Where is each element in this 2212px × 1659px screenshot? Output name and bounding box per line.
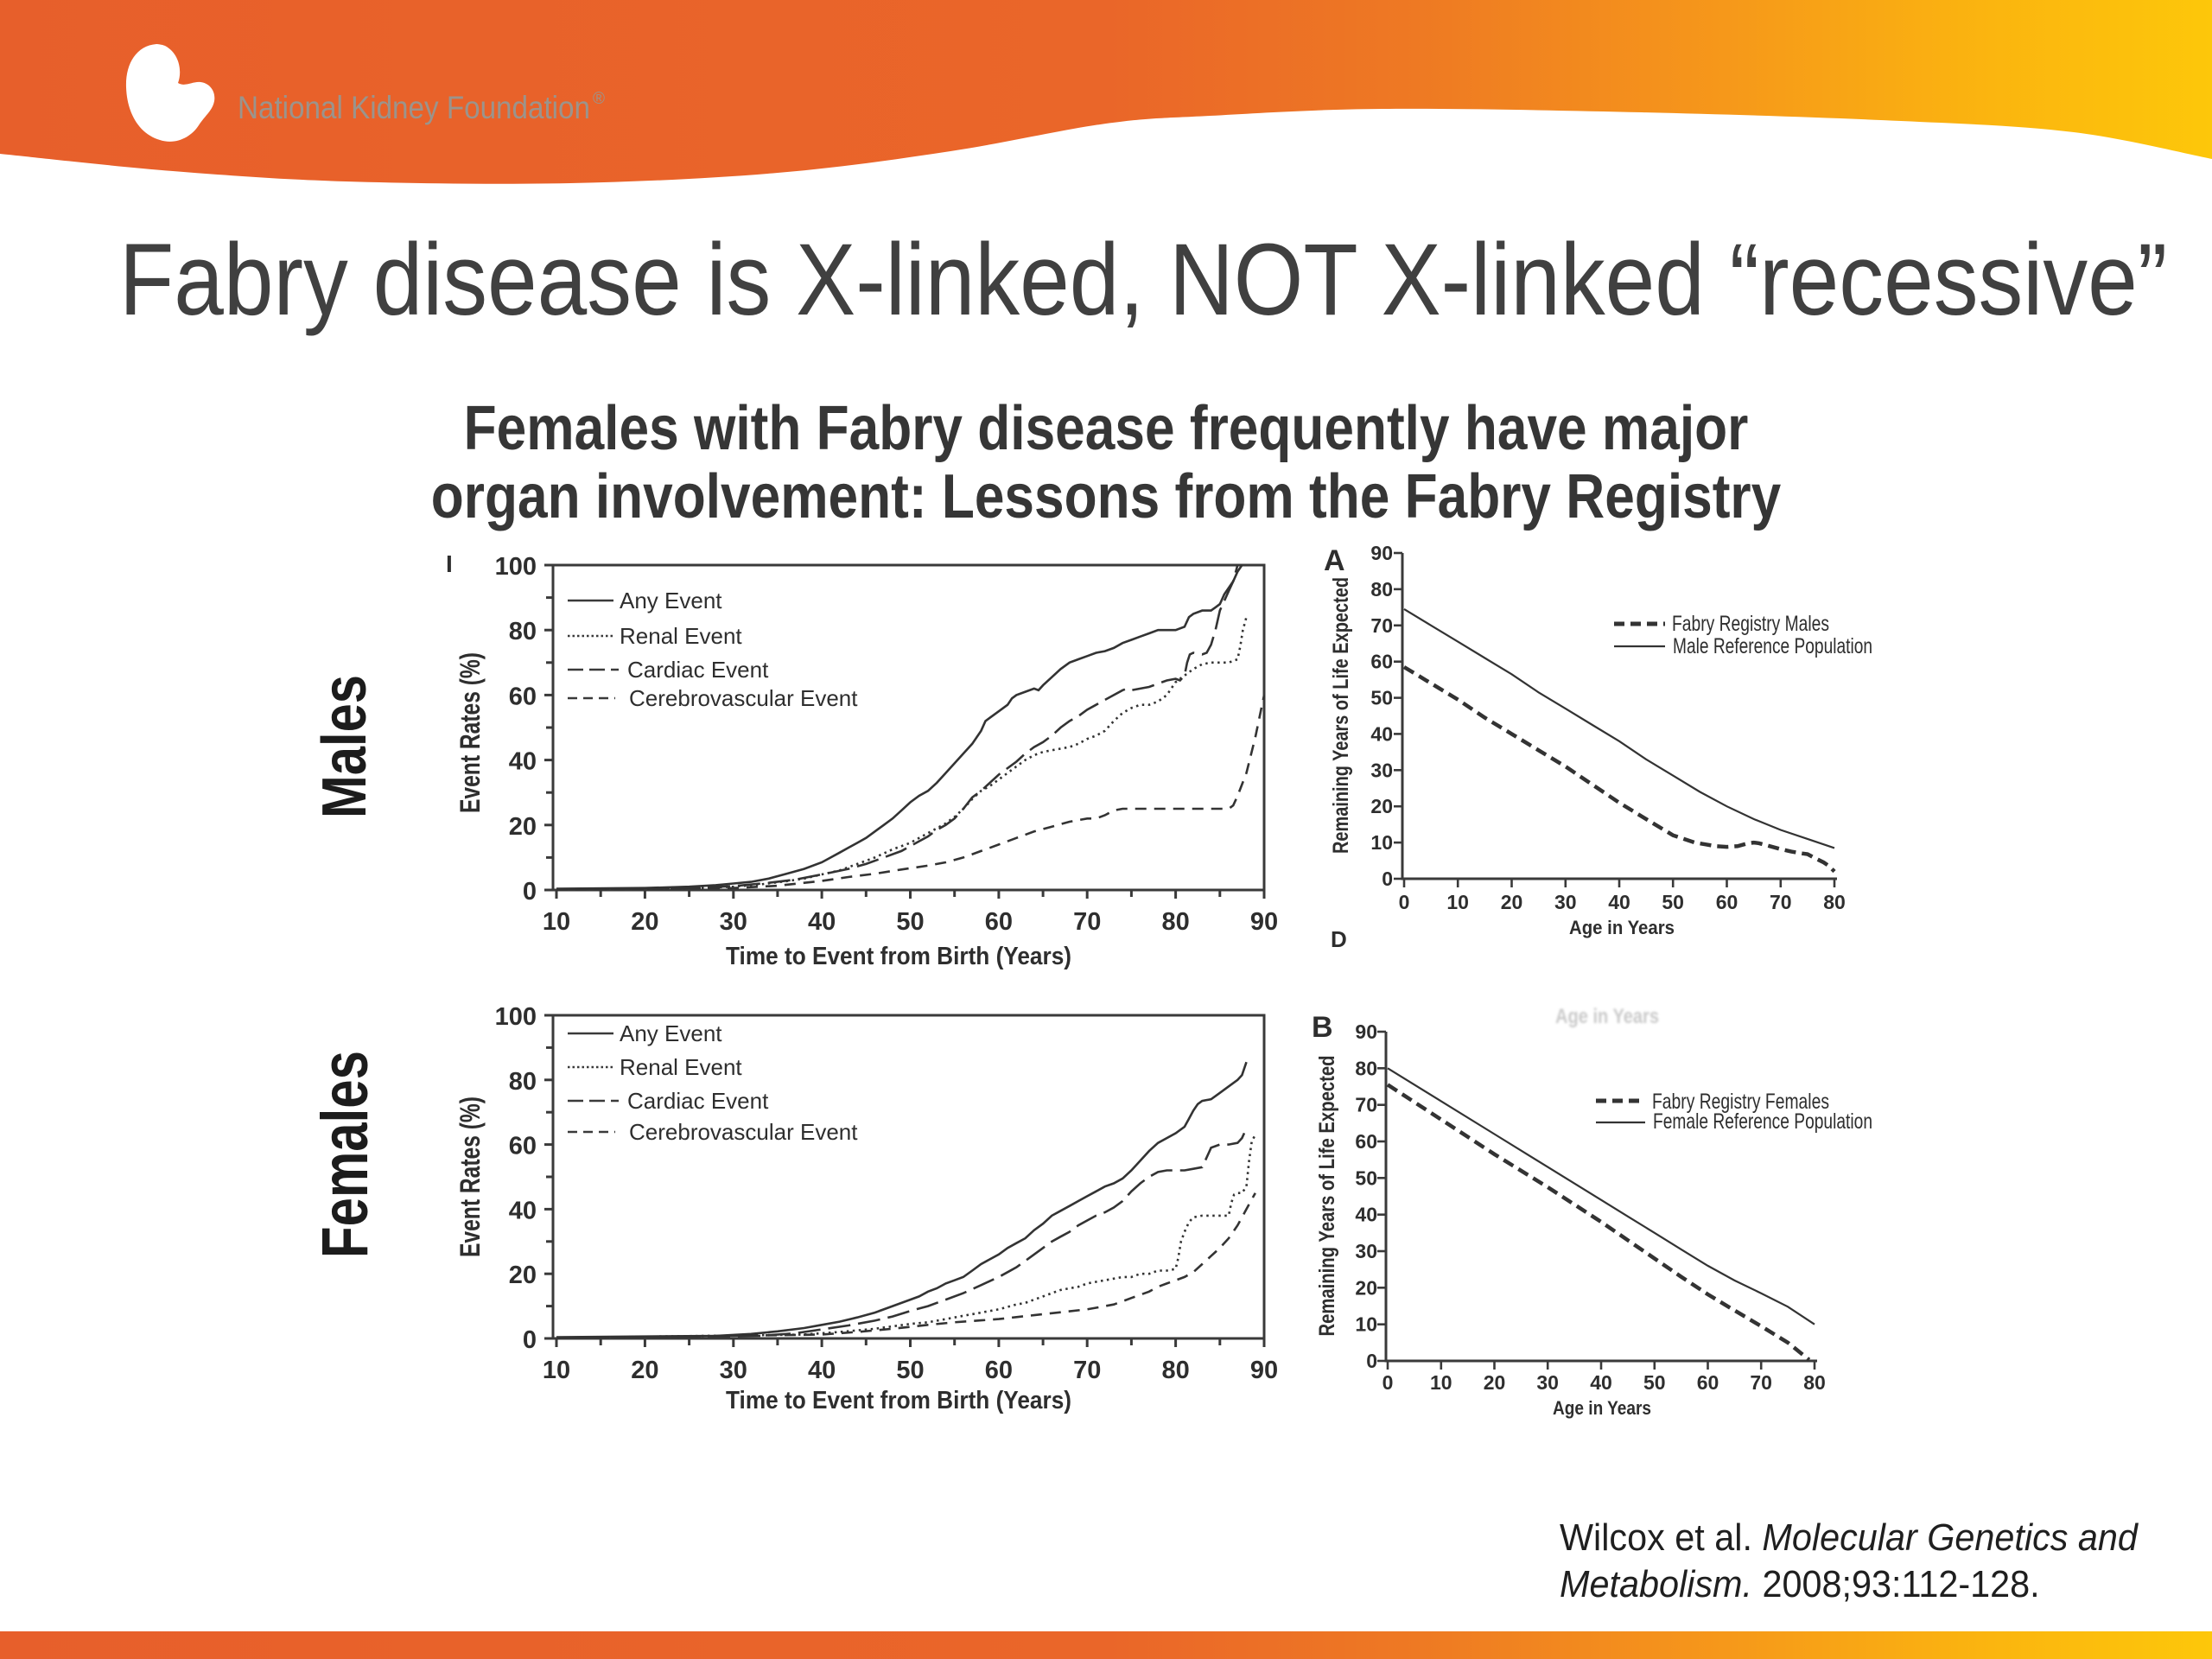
svg-text:Renal Event: Renal Event [620,1054,742,1080]
svg-text:100: 100 [495,553,537,581]
svg-text:80: 80 [509,618,537,645]
svg-text:A: A [1324,544,1345,577]
svg-text:0: 0 [1366,1350,1377,1372]
svg-text:50: 50 [1643,1371,1666,1394]
svg-text:30: 30 [1370,759,1393,781]
svg-text:Male Reference Population: Male Reference Population [1673,634,1872,658]
svg-text:70: 70 [1073,908,1101,936]
svg-text:D: D [1331,926,1347,952]
svg-text:50: 50 [896,1357,924,1384]
svg-text:Age in Years: Age in Years [1555,1005,1659,1028]
svg-text:30: 30 [1355,1240,1377,1262]
svg-text:80: 80 [1803,1371,1826,1394]
svg-text:70: 70 [1073,1357,1101,1384]
svg-text:70: 70 [1355,1094,1377,1116]
svg-text:20: 20 [631,908,658,936]
svg-text:I: I [446,550,453,577]
svg-text:0: 0 [1382,1371,1394,1394]
svg-text:Age in Years: Age in Years [1553,1397,1651,1419]
svg-text:80: 80 [1355,1057,1377,1079]
svg-text:10: 10 [1430,1371,1452,1394]
svg-text:60: 60 [1370,651,1393,673]
svg-text:10: 10 [543,1357,570,1384]
svg-text:Remaining Years of Life Expect: Remaining Years of Life Expected [1315,1056,1339,1337]
svg-text:30: 30 [720,1357,747,1384]
svg-text:Cardiac Event: Cardiac Event [627,1088,769,1114]
svg-text:20: 20 [509,1262,537,1289]
svg-text:0: 0 [1399,891,1410,913]
svg-text:60: 60 [1355,1130,1377,1153]
svg-text:50: 50 [1355,1166,1377,1189]
svg-text:20: 20 [1484,1371,1506,1394]
svg-text:40: 40 [509,1197,537,1224]
svg-text:60: 60 [985,908,1013,936]
svg-text:70: 70 [1370,614,1393,637]
svg-text:80: 80 [509,1068,537,1096]
svg-text:60: 60 [509,1133,537,1160]
svg-text:40: 40 [808,1357,836,1384]
svg-text:40: 40 [1355,1204,1377,1226]
svg-text:Time to Event from Birth (Year: Time to Event from Birth (Years) [726,1387,1071,1414]
svg-text:Any Event: Any Event [620,1020,722,1046]
svg-text:80: 80 [1161,908,1189,936]
svg-text:90: 90 [1370,542,1393,564]
svg-text:40: 40 [509,748,537,776]
svg-text:40: 40 [1590,1371,1612,1394]
svg-text:100: 100 [495,1003,537,1031]
svg-text:20: 20 [631,1357,658,1384]
svg-text:10: 10 [1355,1313,1377,1336]
svg-text:Remaining Years of Life Expect: Remaining Years of Life Expected [1329,577,1353,854]
svg-text:0: 0 [1382,868,1393,890]
svg-text:Fabry Registry Females: Fabry Registry Females [1652,1090,1829,1114]
svg-text:B: B [1312,1011,1333,1044]
svg-text:National Kidney Foundation: National Kidney Foundation [238,90,590,125]
svg-text:30: 30 [720,908,747,936]
svg-text:60: 60 [1697,1371,1719,1394]
svg-text:90: 90 [1250,1357,1278,1384]
svg-text:80: 80 [1823,891,1846,913]
svg-text:20: 20 [1355,1276,1377,1299]
svg-text:30: 30 [1554,891,1577,913]
svg-text:®: ® [593,90,605,108]
svg-text:90: 90 [1355,1020,1377,1043]
svg-text:Cardiac Event: Cardiac Event [627,657,769,683]
svg-text:Renal Event: Renal Event [620,623,742,649]
svg-text:30: 30 [1536,1371,1559,1394]
svg-text:20: 20 [509,813,537,841]
svg-text:Female Reference Population: Female Reference Population [1653,1109,1872,1134]
svg-text:Event Rates (%): Event Rates (%) [454,1096,486,1257]
svg-text:80: 80 [1161,1357,1189,1384]
svg-text:Males: Males [310,675,379,818]
svg-text:40: 40 [808,908,836,936]
svg-text:Fabry Registry Males: Fabry Registry Males [1672,612,1829,636]
svg-text:90: 90 [1250,908,1278,936]
svg-text:Cerebrovascular Event: Cerebrovascular Event [629,685,858,711]
svg-text:10: 10 [1370,831,1393,854]
svg-text:20: 20 [1370,795,1393,817]
svg-text:0: 0 [523,1326,537,1354]
svg-text:60: 60 [509,683,537,710]
svg-text:50: 50 [896,908,924,936]
svg-text:Females: Females [308,1051,382,1258]
svg-text:40: 40 [1608,891,1630,913]
svg-text:60: 60 [985,1357,1013,1384]
svg-text:Cerebrovascular Event: Cerebrovascular Event [629,1119,858,1145]
svg-text:20: 20 [1501,891,1523,913]
svg-text:Event Rates (%): Event Rates (%) [454,652,486,813]
svg-text:40: 40 [1370,722,1393,745]
svg-text:Any Event: Any Event [620,588,722,613]
svg-text:70: 70 [1750,1371,1772,1394]
svg-text:70: 70 [1770,891,1792,913]
svg-text:0: 0 [523,878,537,906]
svg-text:Age in Years: Age in Years [1569,917,1675,938]
svg-text:10: 10 [1446,891,1469,913]
svg-text:10: 10 [543,908,570,936]
svg-text:60: 60 [1716,891,1738,913]
svg-text:80: 80 [1370,578,1393,601]
svg-text:50: 50 [1370,687,1393,709]
svg-text:Time to Event from Birth (Year: Time to Event from Birth (Years) [726,943,1071,970]
svg-text:50: 50 [1662,891,1684,913]
